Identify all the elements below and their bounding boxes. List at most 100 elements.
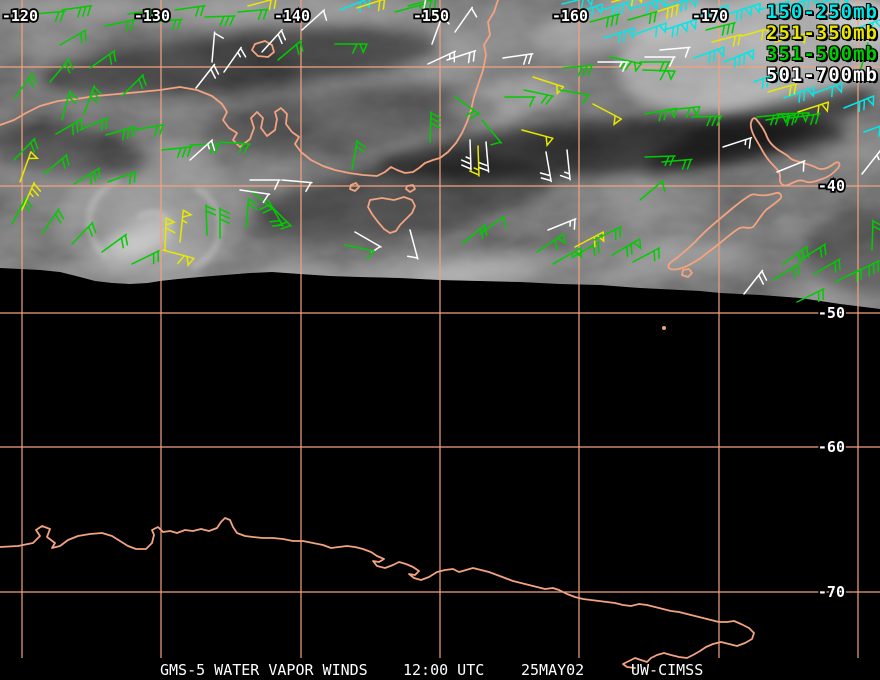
- wind-barb-351-500mb: [174, 5, 206, 17]
- coastline-antarctica-coast: [0, 517, 755, 669]
- wind-barb-351-500mb: [776, 112, 810, 124]
- wind-barb-251-350mb: [592, 103, 623, 127]
- wind-barb-501-700mb: [547, 218, 577, 231]
- wind-barb-351-500mb: [101, 233, 129, 253]
- wind-barb-501-700mb: [861, 149, 880, 175]
- wind-barb-150-250mb: [757, 0, 790, 16]
- wind-barb-251-350mb: [649, 3, 680, 19]
- coastlines-layer: [0, 0, 841, 669]
- latitude-label--40: -40: [818, 177, 845, 195]
- legend-item-251-350mb: 251-350mb: [766, 22, 878, 44]
- wind-barb-501-700mb: [454, 6, 478, 33]
- wind-barb-351-500mb: [249, 189, 274, 214]
- wind-barb-351-500mb: [41, 208, 65, 235]
- wind-barb-501-700mb: [743, 269, 768, 295]
- caption-source: UW-CIMSS: [631, 661, 704, 679]
- wind-barb-251-350mb: [162, 249, 195, 268]
- wind-barb-251-350mb: [356, 0, 386, 12]
- wind-barb-150-250mb: [635, 22, 667, 38]
- wind-barb-351-500mb: [205, 204, 217, 236]
- grid-labels-layer: -120 -130 -140 -150 -160 -170 -40 -50 -60 -70: [0, 5, 847, 603]
- wind-barb-351-500mb: [43, 153, 70, 175]
- wind-barb-501-700mb: [195, 63, 220, 89]
- wind-barb-501-700mb: [281, 179, 313, 192]
- longitude-label--130: -130: [134, 7, 170, 25]
- wind-barb-351-500mb: [536, 233, 566, 253]
- wind-barb-251-350mb: [469, 145, 480, 177]
- wind-barb-351-500mb: [639, 179, 666, 201]
- coastline-tasmania: [367, 196, 416, 234]
- wind-barb-351-500mb: [504, 96, 536, 107]
- wind-barb-501-700mb: [261, 28, 287, 53]
- wind-barb-351-500mb: [131, 250, 160, 265]
- wind-barb-351-500mb: [334, 43, 368, 55]
- wind-barb-351-500mb: [344, 244, 376, 260]
- wind-barb-351-500mb: [71, 221, 97, 245]
- island-macquarie-island: [662, 326, 666, 330]
- wind-barb-251-350mb: [19, 151, 40, 183]
- wind-barb-351-500mb: [107, 170, 137, 185]
- wind-barb-501-700mb: [597, 61, 629, 72]
- wind-barb-351-500mb: [632, 247, 661, 263]
- cloud-feature: [806, 210, 880, 294]
- wind-barb-150-250mb: [601, 0, 634, 18]
- wind-barb-351-500mb: [237, 8, 269, 21]
- wind-barb-351-500mb: [799, 243, 827, 261]
- wind-barb-351-500mb: [34, 10, 66, 23]
- wind-barb-351-500mb: [55, 118, 83, 136]
- wind-barb-351-500mb: [813, 258, 841, 275]
- wind-barb-351-500mb: [523, 89, 555, 105]
- wind-barb-351-500mb: [559, 89, 591, 104]
- cloud-feature: [645, 87, 875, 173]
- wind-barb-501-700mb: [189, 139, 216, 161]
- legend-item-150-250mb: 150-250mb: [766, 1, 878, 23]
- wind-barb-351-500mb: [89, 50, 117, 69]
- wind-barb-351-500mb: [627, 10, 658, 25]
- latitude-label--70: -70: [818, 583, 845, 601]
- wind-barb-351-500mb: [851, 260, 880, 277]
- wind-barb-351-500mb: [277, 39, 304, 61]
- latitude-label--60: -60: [818, 438, 845, 456]
- wind-barb-351-500mb: [429, 111, 441, 143]
- wind-barb-501-700mb: [211, 31, 224, 63]
- cloud-feature: [415, 242, 755, 290]
- wind-barb-351-500mb: [13, 137, 39, 161]
- coastline-australia-south-coast: [0, 0, 499, 177]
- wind-barb-351-500mb: [782, 245, 810, 265]
- wind-barb-251-350mb: [247, 0, 277, 11]
- wind-barb-351-500mb: [859, 42, 876, 73]
- wind-barb-251-350mb: [521, 129, 554, 148]
- wind-barb-351-500mb: [245, 197, 258, 229]
- wind-barb-351-500mb: [589, 13, 620, 28]
- wind-barb-150-250mb: [753, 69, 787, 90]
- wind-barb-351-500mb: [59, 29, 87, 46]
- wind-barb-351-500mb: [127, 9, 159, 22]
- wind-barb-251-350mb: [164, 217, 176, 251]
- wind-barb-150-250mb: [571, 3, 604, 20]
- wind-barb-501-700mb: [239, 189, 271, 204]
- wind-barb-150-250mb: [603, 27, 636, 44]
- wind-barb-351-500mb: [121, 74, 147, 97]
- wind-barb-351-500mb: [562, 64, 594, 77]
- legend-item-501-700mb: 501-700mb: [766, 64, 878, 86]
- wind-barb-150-250mb: [665, 0, 698, 12]
- wind-barb-351-500mb: [219, 207, 230, 239]
- wind-barb-501-700mb: [406, 229, 419, 260]
- longitude-label--150: -150: [413, 7, 449, 25]
- longitude-label--160: -160: [552, 7, 588, 25]
- wind-barb-351-500mb: [267, 199, 284, 227]
- wind-barb-501-700mb: [502, 53, 534, 65]
- coastline-bass-strait-islet-west: [349, 182, 360, 192]
- wind-barb-351-500mb: [61, 5, 93, 18]
- wind-barb-150-250mb: [863, 125, 880, 137]
- coastline-bass-strait-islet-east: [405, 184, 416, 193]
- wind-barb-501-700mb: [421, 0, 427, 21]
- wind-barb-501-700mb: [249, 179, 281, 190]
- wind-barb-351-500mb: [593, 226, 622, 241]
- wind-barb-150-250mb: [633, 0, 667, 15]
- wind-barb-150-250mb: [723, 49, 755, 69]
- wind-barb-351-500mb: [772, 263, 800, 281]
- wind-barb-501-700mb: [427, 50, 456, 65]
